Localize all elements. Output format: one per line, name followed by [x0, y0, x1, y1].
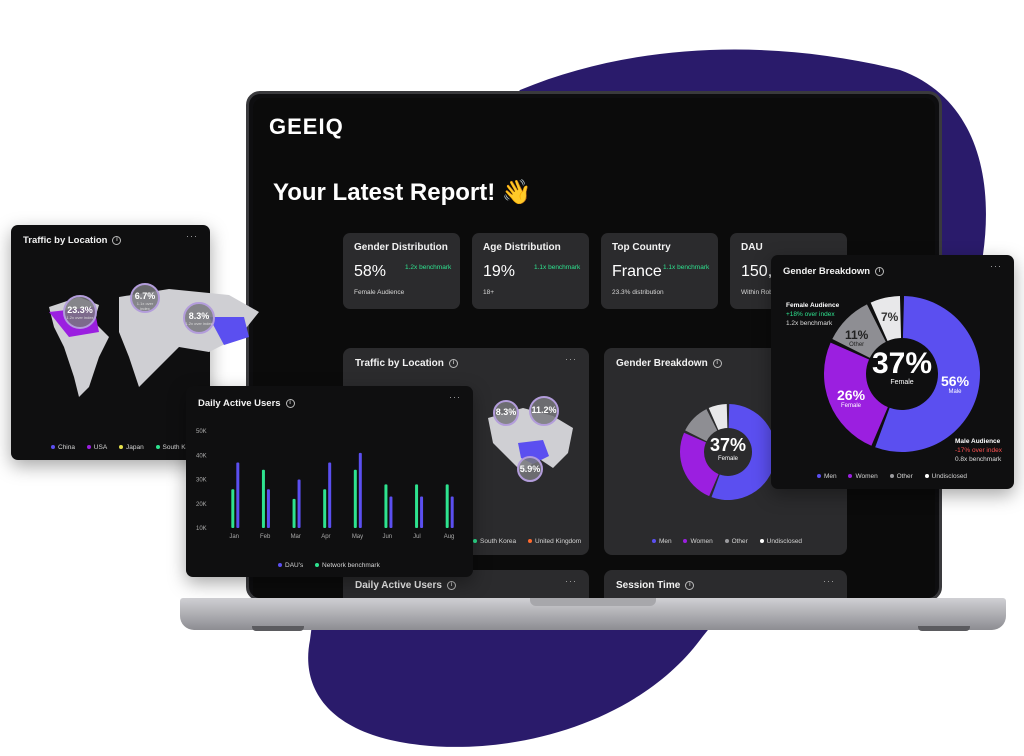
bar-benchmark[interactable]	[415, 484, 419, 528]
x-tick-label: Mar	[291, 534, 301, 540]
donut-slice-undisclosed[interactable]	[708, 404, 728, 431]
x-tick-label: May	[352, 534, 363, 540]
info-icon[interactable]: i	[112, 235, 122, 245]
more-menu-icon[interactable]: ···	[990, 261, 1002, 271]
bar-benchmark[interactable]	[292, 498, 296, 528]
male-annotation: Male Audience -17% over index 0.8x bench…	[955, 438, 1002, 463]
brand-logo[interactable]: GEEIQ	[269, 114, 344, 139]
x-tick-label: Jun	[382, 534, 392, 540]
gender-title: Gender Breakdown i	[616, 358, 722, 369]
info-icon[interactable]: i	[446, 580, 456, 590]
donut-slice-other[interactable]	[832, 304, 886, 358]
info-icon[interactable]: i	[285, 398, 295, 408]
more-menu-icon[interactable]: ···	[565, 576, 577, 586]
laptop-base	[180, 598, 1006, 630]
bar-dau[interactable]	[389, 496, 393, 528]
bubble-china[interactable]: 8.3%	[493, 400, 519, 426]
bubble-usa[interactable]: 23.3% 1.2x over index	[63, 295, 97, 329]
y-tick-label: 20K	[196, 502, 207, 508]
gender-panel-title: Gender Breakdown i	[783, 266, 885, 277]
traffic-panel-title: Traffic by Location i	[23, 235, 122, 246]
stat-card-gender[interactable]: Gender Distribution 58% 1.2x benchmark F…	[343, 233, 460, 309]
bubble-uk[interactable]: 6.7% 1.1x over index	[130, 283, 160, 313]
y-tick-label: 30K	[196, 478, 207, 484]
bar-benchmark[interactable]	[231, 489, 235, 528]
bar-dau[interactable]	[358, 452, 362, 528]
female-slice-label: 26% Female	[837, 387, 866, 409]
stat-card-age[interactable]: Age Distribution 19% 1.1x benchmark 18+	[472, 233, 589, 309]
other-slice-label: 11% Other	[845, 328, 869, 348]
dau-panel-title: Daily Active Users i	[198, 398, 295, 409]
donut-slice-female[interactable]	[824, 342, 888, 446]
more-menu-icon[interactable]: ···	[823, 576, 835, 586]
y-tick-label: 50K	[196, 429, 207, 435]
traffic-title: Traffic by Location i	[355, 358, 458, 369]
info-icon[interactable]: i	[448, 358, 458, 368]
gender-donut-large[interactable]	[823, 295, 981, 453]
bar-benchmark[interactable]	[353, 469, 357, 528]
traffic-panel-legend: China USA Japan South Kor	[51, 444, 201, 451]
bar-dau[interactable]	[450, 496, 454, 528]
bar-dau[interactable]	[328, 462, 332, 528]
undisclosed-slice-label: 7%	[881, 310, 899, 324]
dau-legend: DAU's Network benchmark	[278, 562, 390, 569]
dau-panel: Daily Active Users i ··· 50K 40K 30K 20K 10K J…	[186, 386, 473, 577]
traffic-panel: Traffic by Location i ··· 23.3% 1.2x over …	[11, 225, 259, 460]
session-title: Session Time i	[616, 580, 695, 591]
laptop-notch	[530, 598, 656, 606]
gender-legend-small: Men Women Other Undisclosed	[652, 538, 812, 545]
more-menu-icon[interactable]: ···	[565, 354, 577, 364]
info-icon[interactable]: i	[712, 358, 722, 368]
male-slice-label: 56% Male	[941, 373, 970, 395]
bar-dau[interactable]	[297, 479, 301, 529]
bar-dau[interactable]	[420, 496, 424, 528]
more-menu-icon[interactable]: ···	[449, 392, 461, 402]
wave-emoji: 👋	[501, 179, 532, 206]
bar-benchmark[interactable]	[384, 484, 388, 528]
bar-dau[interactable]	[266, 489, 270, 528]
donut-center-small: 37% Female	[709, 435, 747, 462]
x-tick-label: Aug	[444, 534, 455, 540]
stat-card-country[interactable]: Top Country France 1.1x benchmark 23.3% …	[601, 233, 718, 309]
bar-benchmark[interactable]	[445, 484, 449, 528]
info-icon[interactable]: i	[685, 580, 695, 590]
session-card: Session Time i ···	[604, 570, 847, 598]
info-icon[interactable]: i	[875, 266, 885, 276]
laptop-foot-left	[252, 626, 304, 631]
gender-donut-small[interactable]	[680, 398, 776, 506]
donut-slice-undisclosed[interactable]	[870, 296, 902, 342]
x-tick-label: Feb	[260, 534, 271, 540]
female-annotation: Female Audience +18% over index 1.2x ben…	[786, 302, 840, 327]
bar-benchmark[interactable]	[261, 469, 265, 528]
bubble-south-korea[interactable]: 5.9%	[517, 456, 543, 482]
dau-screen-title: Daily Active Users i	[355, 580, 456, 591]
traffic-legend: South Korea United Kingdom	[473, 538, 591, 545]
gender-panel-legend: Men Women Other Undisclosed	[817, 473, 977, 480]
bar-dau[interactable]	[236, 462, 240, 528]
x-tick-label: Apr	[321, 534, 330, 540]
x-tick-label: Jan	[229, 534, 239, 540]
more-menu-icon[interactable]: ···	[186, 231, 198, 241]
bubble-japan[interactable]: 11.2%	[529, 396, 559, 426]
donut-slice-male[interactable]	[711, 404, 776, 500]
dau-bar-chart[interactable]: 50K 40K 30K 20K 10K Jan Feb Mar Apr May Jun Jul Aug	[186, 386, 473, 577]
donut-slice-female[interactable]	[680, 432, 719, 497]
y-tick-label: 10K	[196, 526, 207, 532]
donut-slice-other[interactable]	[685, 409, 718, 442]
y-tick-label: 40K	[196, 453, 207, 459]
bar-benchmark[interactable]	[323, 489, 327, 528]
gender-panel: Gender Breakdown i ··· 37% Female 56% Male…	[771, 255, 1014, 489]
donut-center-large: 37% Female	[872, 347, 933, 387]
donut-slice-male[interactable]	[875, 296, 980, 452]
bubble-china-large[interactable]: 8.3% 1.2x over index	[183, 302, 215, 334]
laptop-foot-right	[918, 626, 970, 631]
x-tick-label: Jul	[413, 534, 421, 540]
page-title: Your Latest Report! 👋	[273, 179, 532, 206]
